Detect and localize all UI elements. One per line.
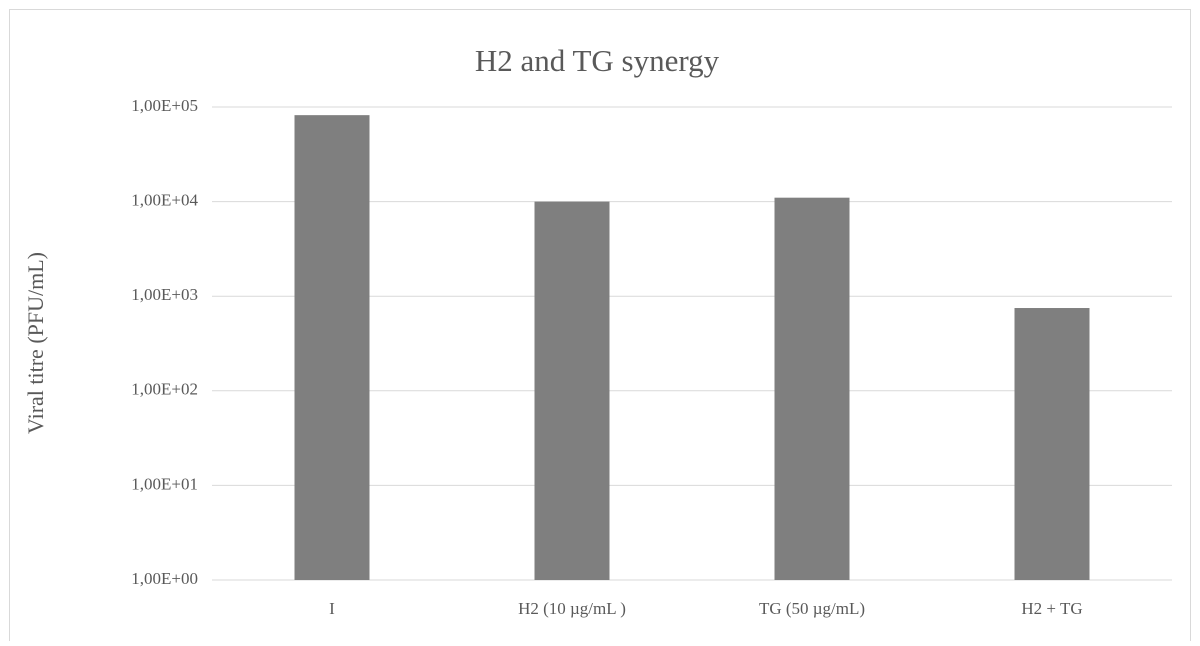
y-axis-label: Viral titre (PFU/mL) [23, 252, 48, 434]
y-tick-label: 1,00E+05 [131, 96, 198, 115]
y-tick-label: 1,00E+01 [131, 474, 198, 493]
y-tick-label: 1,00E+00 [131, 569, 198, 588]
y-tick-label: 1,00E+04 [131, 191, 198, 210]
bar [534, 201, 610, 580]
bar [774, 197, 850, 580]
x-tick-label: TG (50 µg/mL) [759, 599, 865, 618]
bar [1014, 308, 1090, 580]
bar [294, 115, 370, 581]
y-tick-label: 1,00E+03 [131, 285, 198, 304]
chart-title: H2 and TG synergy [475, 43, 720, 78]
x-tick-label: I [329, 599, 335, 618]
x-tick-label: H2 + TG [1021, 599, 1082, 618]
y-tick-label: 1,00E+02 [131, 380, 198, 399]
x-tick-label: H2 (10 µg/mL ) [518, 599, 626, 618]
